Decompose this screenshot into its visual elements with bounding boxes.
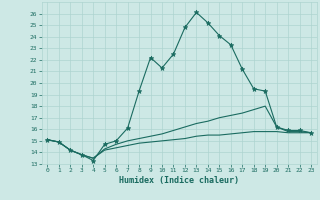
X-axis label: Humidex (Indice chaleur): Humidex (Indice chaleur) xyxy=(119,176,239,185)
